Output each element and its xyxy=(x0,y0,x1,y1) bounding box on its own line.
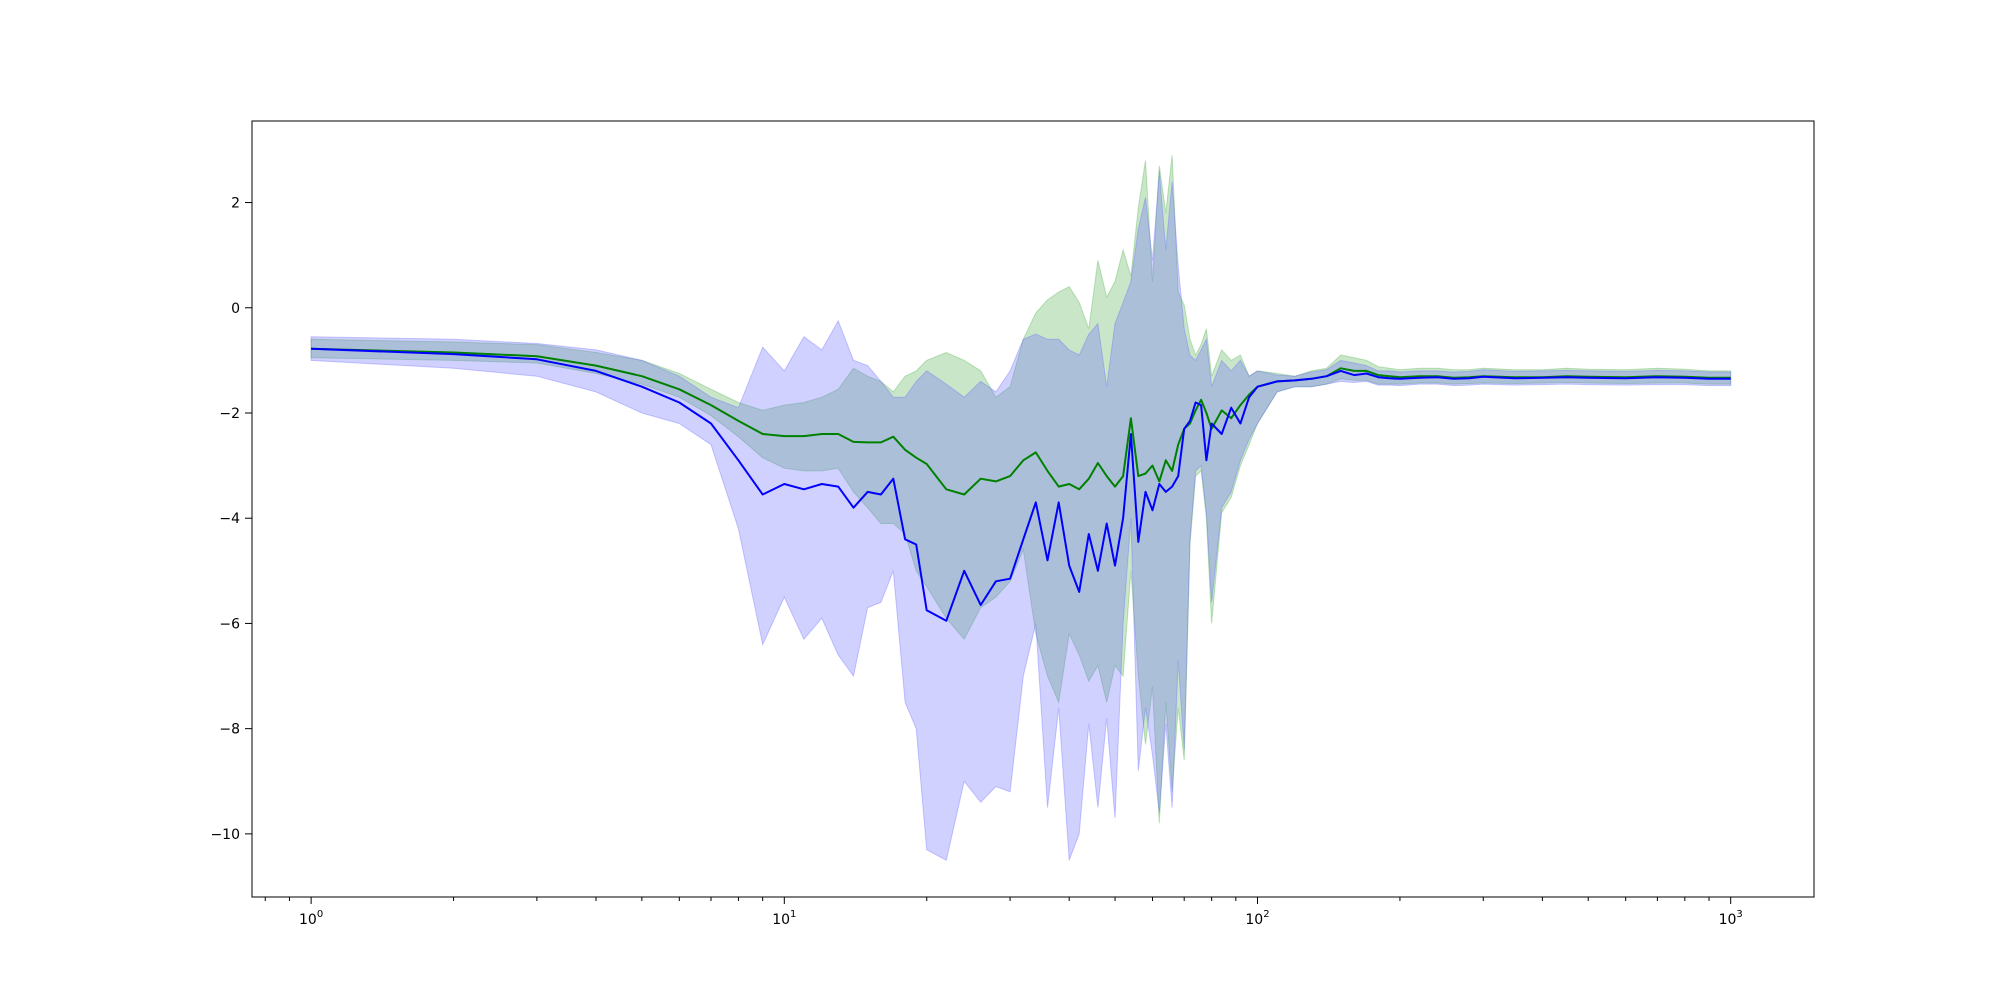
y-tick-label: −8 xyxy=(219,722,240,738)
series-lines xyxy=(311,347,1731,622)
series-2-band xyxy=(310,170,1732,861)
y-tick-label: 0 xyxy=(231,301,240,317)
confidence-bands xyxy=(310,155,1732,861)
y-tick-label: −4 xyxy=(219,511,240,527)
series-2-line xyxy=(311,347,1731,622)
y-tick-label: −2 xyxy=(219,406,240,422)
y-axis: 2 0 −2 −4 −6 −8 −10 xyxy=(210,196,252,843)
y-tick-label: 2 xyxy=(231,196,240,212)
series-1-band xyxy=(310,155,1732,824)
x-axis: 100 101 102 103 xyxy=(264,897,1743,928)
plot-frame xyxy=(251,120,1815,898)
x-tick-label: 100 xyxy=(299,909,323,928)
x-tick-label: 103 xyxy=(1719,909,1743,928)
x-tick-label: 101 xyxy=(772,909,796,928)
x-tick-label: 102 xyxy=(1245,909,1269,928)
series-1-line xyxy=(311,347,1731,496)
y-tick-label: −10 xyxy=(210,827,240,843)
y-tick-label: −6 xyxy=(219,616,240,632)
